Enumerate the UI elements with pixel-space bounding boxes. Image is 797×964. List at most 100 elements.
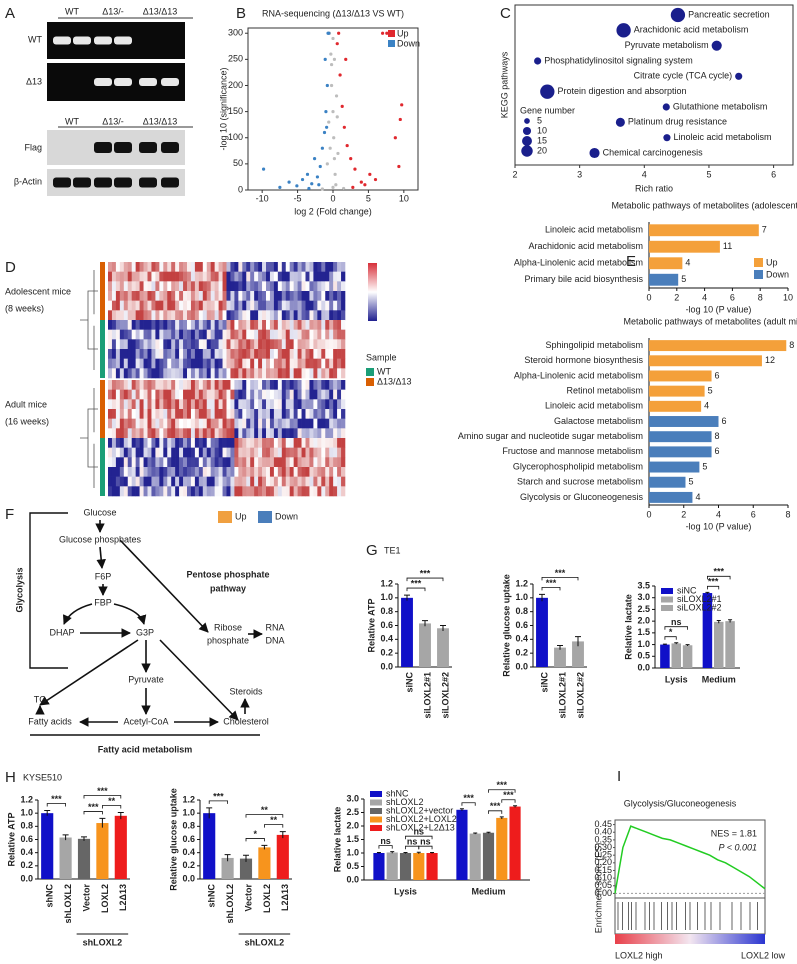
heatmap-cell (254, 300, 259, 311)
heatmap-cell (313, 486, 318, 497)
heatmap-cell (238, 291, 243, 301)
heatmap-cell (258, 457, 263, 468)
heatmap-cell (238, 329, 243, 340)
category-label: Starch and sucrose metabolism (517, 477, 643, 487)
error-bar (390, 851, 395, 854)
plot-frame (247, 27, 419, 191)
point (335, 115, 339, 119)
heatmap-cell (151, 476, 156, 487)
dendrogram (80, 270, 98, 370)
y-tick-label: 200 (228, 80, 243, 90)
heatmap-cell (289, 486, 294, 497)
heatmap-cell (273, 358, 279, 369)
heatmap-cell (325, 486, 330, 497)
heatmap-cell (135, 447, 140, 458)
error-bar (117, 812, 124, 820)
bar (419, 623, 431, 667)
heatmap-cell (119, 349, 125, 359)
heatmap-cell (230, 271, 235, 282)
point (332, 136, 336, 140)
heatmap-cell (108, 486, 113, 497)
heatmap-cell (115, 418, 121, 429)
heatmap-cell (151, 399, 156, 410)
heatmap-cell (111, 399, 117, 410)
heatmap-cell (111, 457, 117, 468)
heatmap-cell (269, 438, 275, 448)
heatmap-cell (266, 428, 271, 439)
heatmap-cell (226, 271, 231, 282)
heatmap-cell (139, 262, 144, 272)
heatmap-cell (155, 262, 160, 272)
heatmap-cell (277, 418, 283, 429)
heatmap-cell (198, 349, 204, 359)
heatmap-cell (159, 467, 164, 477)
heatmap-cell (230, 486, 235, 497)
heatmap-cell (293, 418, 298, 429)
heatmap-cell (218, 380, 223, 390)
heatmap-cell (238, 300, 243, 311)
heatmap-cell (214, 389, 219, 400)
heatmap-cell (202, 349, 208, 359)
heatmap-cell (293, 339, 298, 350)
heatmap-cell (190, 271, 196, 282)
heatmap-cell (285, 310, 290, 321)
heatmap-cell (321, 262, 326, 272)
heatmap-cell (206, 438, 211, 448)
heatmap-cell (313, 409, 318, 419)
heatmap-cell (293, 399, 298, 410)
heatmap-cell (131, 339, 136, 350)
heatmap-cell (258, 409, 263, 419)
heatmap-cell (246, 438, 251, 448)
heatmap-cell (151, 262, 156, 272)
category-label: Arachidonic acid metabolism (528, 241, 643, 251)
gel-band (73, 36, 91, 45)
heatmap-cell (214, 438, 219, 448)
heatmap-cell (333, 329, 338, 340)
heatmap-cell (139, 310, 144, 321)
heatmap-cell (135, 310, 140, 321)
heatmap-cell (210, 339, 215, 350)
legend-label: Down (766, 269, 789, 279)
heatmap-cell (285, 262, 290, 272)
heatmap-cell (214, 329, 219, 340)
heatmap-cell (151, 389, 156, 400)
bar (702, 593, 713, 668)
heatmap-cell (325, 380, 330, 390)
heatmap-cell (143, 467, 148, 477)
row-label: Δ13 (26, 76, 42, 86)
heatmap-cell (321, 447, 326, 458)
x-tick-label: 2 (512, 169, 517, 179)
heatmap-cell (167, 349, 172, 359)
bar-count: 6 (722, 416, 727, 426)
lane-label: Δ13/- (102, 116, 124, 126)
y-tick-label: 3.5 (637, 580, 650, 590)
heatmap-cell (108, 310, 113, 321)
heatmap-cell (222, 486, 227, 497)
heatmap-cell (277, 349, 283, 359)
heatmap-cell (194, 310, 200, 321)
heatmap-cell (119, 291, 125, 301)
heatmap-cell (246, 310, 251, 321)
sig-bracket (488, 810, 503, 814)
heatmap-cell (210, 262, 215, 272)
heatmap-cell (143, 399, 148, 410)
heatmap-cell (301, 300, 306, 311)
heatmap-cell (143, 262, 148, 272)
heatmap-cell (167, 281, 172, 292)
heatmap-cell (218, 368, 223, 379)
heatmap-cell (135, 368, 140, 379)
heatmap-cell (167, 300, 172, 311)
heatmap-cell (111, 291, 117, 301)
heatmap-cell (289, 329, 294, 340)
bar (482, 832, 495, 880)
heatmap-cell (289, 447, 294, 458)
heatmap-cell (127, 486, 132, 497)
sig-bracket (541, 576, 579, 581)
x-tick-label: 4 (716, 509, 721, 519)
heatmap-cell (266, 368, 271, 379)
heatmap-cell (163, 368, 168, 379)
heatmap-cell (222, 358, 227, 369)
heatmap-cell (309, 447, 314, 458)
heatmap-cell (325, 291, 330, 301)
heatmap-cell (183, 349, 188, 359)
